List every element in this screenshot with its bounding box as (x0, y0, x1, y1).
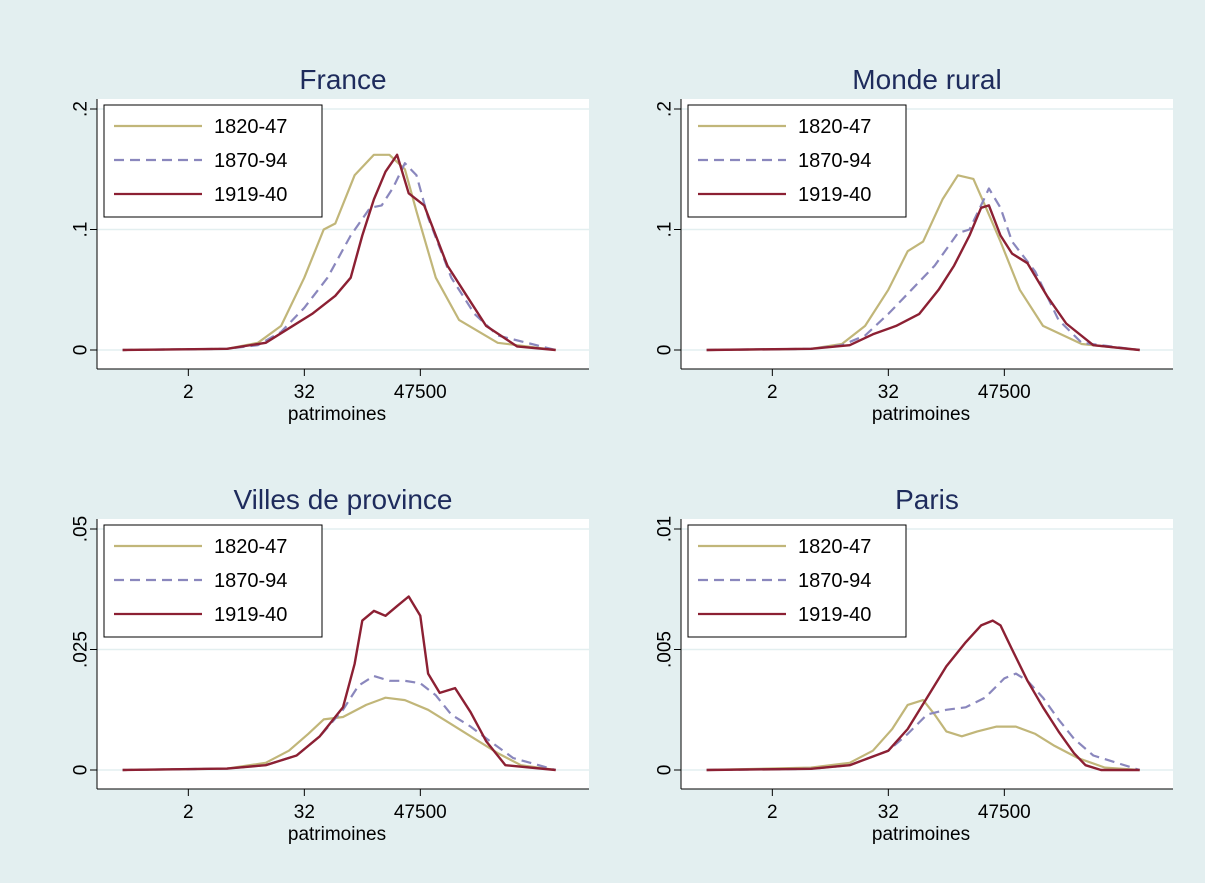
legend-label: 1870-94 (214, 150, 287, 172)
x-axis-label: patrimoines (288, 824, 386, 845)
legend-box (687, 524, 907, 638)
legend: 1820-47 1870-94 1919-40 (687, 104, 907, 218)
x-tick-label: 32 (878, 802, 899, 823)
y-tick-label: .1 (655, 222, 676, 238)
legend-label: 1820-47 (798, 536, 871, 558)
series-line-1820-47 (706, 698, 1140, 772)
y-tick-label: .1 (71, 222, 92, 238)
legend: 1820-47 1870-94 1919-40 (687, 524, 907, 638)
legend-label: 1870-94 (798, 570, 871, 592)
y-tick-label: .025 (71, 631, 92, 668)
legend-label: 1820-47 (214, 116, 287, 138)
panel-title: Monde rural (852, 64, 1001, 95)
series-line-1870-94 (122, 162, 556, 352)
series-line-1919-40 (122, 153, 556, 352)
series-line-1919-40 (122, 595, 556, 772)
panel-title: Paris (895, 484, 959, 515)
legend-label: 1870-94 (798, 150, 871, 172)
x-tick-label: 2 (767, 802, 778, 823)
y-tick-label: .01 (655, 516, 676, 542)
series-line-1820-47 (122, 696, 556, 772)
x-tick-label: 2 (183, 802, 194, 823)
y-tick-label: .2 (655, 101, 676, 117)
legend-label: 1919-40 (798, 184, 871, 206)
chart-panel-1: France 0 .1 .2 2 32 47500 patrimoines 1820-47 187… (71, 64, 589, 425)
series-line-1870-94 (706, 672, 1141, 772)
y-tick-label: 0 (655, 345, 676, 356)
x-tick-label: 47500 (394, 382, 447, 403)
x-tick-label: 2 (767, 382, 778, 403)
legend: 1820-47 1870-94 1919-40 (103, 104, 323, 218)
chart-panel-2: Monde rural 0 .1 .2 2 32 47500 patrimoines 1820-… (655, 64, 1173, 425)
legend-label: 1919-40 (214, 604, 287, 626)
y-tick-label: .005 (655, 631, 676, 668)
y-tick-label: .05 (71, 516, 92, 542)
legend-label: 1919-40 (798, 604, 871, 626)
legend-label: 1820-47 (798, 116, 871, 138)
series-line-1820-47 (122, 153, 556, 352)
series-line-1919-40 (706, 204, 1140, 352)
legend-label: 1870-94 (214, 570, 287, 592)
y-tick-label: .2 (71, 101, 92, 117)
legend: 1820-47 1870-94 1919-40 (103, 524, 323, 638)
x-axis-label: patrimoines (872, 404, 970, 425)
x-tick-label: 32 (294, 382, 315, 403)
panel-title: Villes de province (234, 484, 453, 515)
x-axis-label: patrimoines (288, 404, 386, 425)
legend-box (103, 524, 323, 638)
legend-label: 1919-40 (214, 184, 287, 206)
legend-box (103, 104, 323, 218)
x-tick-label: 47500 (978, 802, 1031, 823)
y-tick-label: 0 (71, 765, 92, 776)
x-tick-label: 32 (878, 382, 899, 403)
y-tick-label: 0 (655, 765, 676, 776)
x-tick-label: 47500 (978, 382, 1031, 403)
series-line-1820-47 (706, 174, 1140, 352)
legend-label: 1820-47 (214, 536, 287, 558)
x-tick-label: 47500 (394, 802, 447, 823)
x-tick-label: 2 (183, 382, 194, 403)
y-tick-label: 0 (71, 345, 92, 356)
panel-title: France (299, 64, 386, 95)
legend-box (687, 104, 907, 218)
series-line-1919-40 (706, 619, 1140, 772)
x-tick-label: 32 (294, 802, 315, 823)
x-axis-label: patrimoines (872, 824, 970, 845)
chart-panel-3: Villes de province 0 .025 .05 2 32 47500 patrim… (71, 484, 589, 845)
